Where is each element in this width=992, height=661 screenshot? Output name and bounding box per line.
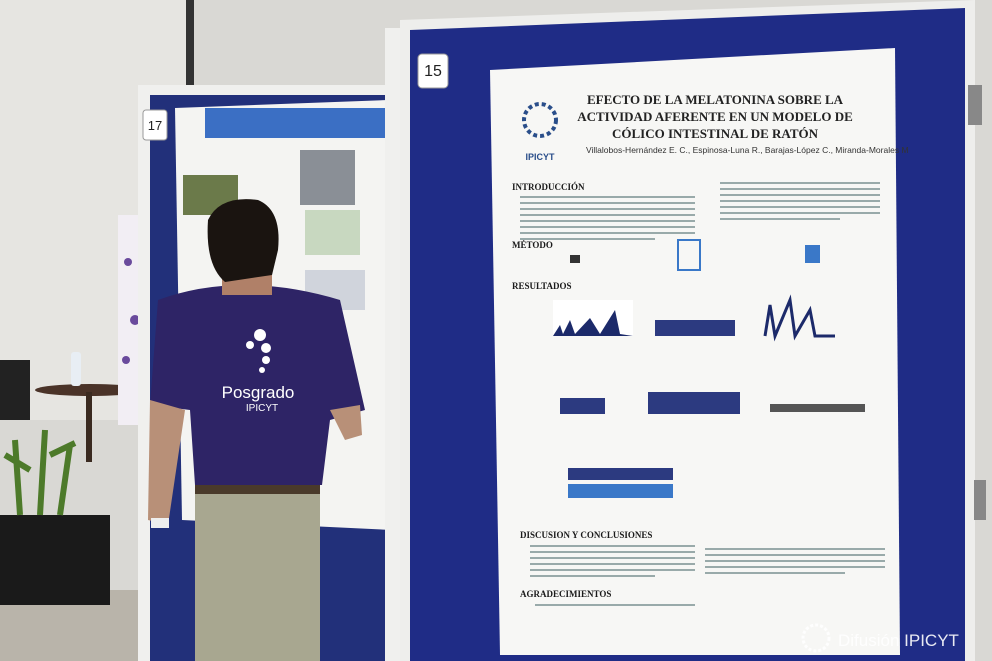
pants	[195, 470, 320, 661]
poster-figure	[568, 468, 673, 480]
poster-figure	[570, 255, 580, 263]
poster-section-heading: INTRODUCCIÓN	[512, 182, 585, 192]
watermark: Difusión IPICYT	[838, 631, 959, 650]
clip	[974, 480, 986, 520]
shirt-logo-dot	[259, 367, 265, 373]
poster-body-line	[520, 226, 695, 228]
poster-body-line	[530, 569, 695, 571]
banner-dot	[130, 315, 140, 325]
shirt-logo-dot	[246, 341, 254, 349]
clip	[968, 85, 982, 125]
poster-body-line	[720, 182, 880, 184]
poster-logo-mark	[522, 102, 558, 138]
poster-body-line	[520, 238, 655, 240]
poster-figure-trace	[763, 294, 835, 342]
poster-body-line	[530, 545, 695, 547]
poster-body-line	[520, 214, 695, 216]
poster-body-line	[720, 206, 880, 208]
poster-body-line	[530, 557, 695, 559]
poster-title: CÓLICO INTESTINAL DE RATÓN	[612, 126, 819, 141]
table	[35, 384, 145, 396]
poster-left-header	[205, 108, 385, 138]
poster-text: EFECTO DE LA MELATONINA SOBRE LA ACTIVIDA…	[512, 92, 909, 606]
pillar	[186, 0, 194, 90]
watermark-logo	[801, 623, 831, 653]
shirt-text: Posgrado	[222, 383, 295, 402]
poster-body-line	[705, 560, 885, 562]
poster-figure	[568, 484, 673, 498]
poster-section-heading: RESULTADOS	[512, 281, 572, 291]
poster-figure	[560, 398, 605, 414]
poster-section-heading: MÉTODO	[512, 240, 553, 250]
poster-body-line	[720, 218, 840, 220]
poster-body-line	[720, 212, 880, 214]
arm	[148, 400, 185, 525]
poster	[490, 48, 900, 655]
bottle	[71, 352, 81, 386]
poster-figure	[677, 239, 701, 271]
board-number: 17	[148, 118, 162, 133]
poster-section-heading: DISCUSION Y CONCLUSIONES	[520, 530, 652, 540]
poster-body-line	[530, 575, 655, 577]
poster-body-line	[705, 572, 845, 574]
poster-body-line	[520, 232, 695, 234]
shirt-logo-dot	[262, 356, 270, 364]
board-number-tag	[142, 109, 168, 141]
poster-left-figure	[300, 150, 355, 205]
poster-figure	[655, 320, 735, 336]
poster-body-line	[705, 548, 885, 550]
hair	[207, 199, 279, 282]
table-leg	[86, 392, 92, 462]
poster-body-line	[520, 208, 695, 210]
poster-body-line	[535, 604, 695, 606]
banner-dot	[122, 356, 130, 364]
poster-body-line	[705, 554, 885, 556]
poster-body-line	[720, 200, 880, 202]
board-number-tag	[417, 53, 449, 89]
banner-dot	[124, 258, 132, 266]
poster-body-line	[720, 188, 880, 190]
poster-title: ACTIVIDAD AFERENTE EN UN MODELO DE	[577, 109, 853, 124]
poster-body-line	[520, 220, 695, 222]
shirt	[150, 285, 365, 485]
poster-body-line	[720, 194, 880, 196]
planter	[0, 515, 110, 605]
poster-section-heading: AGRADECIMIENTOS	[520, 589, 611, 599]
poster-body-line	[530, 551, 695, 553]
arm	[330, 405, 362, 440]
shirt-text: IPICYT	[246, 403, 278, 414]
chair	[0, 360, 30, 420]
poster-title: EFECTO DE LA MELATONINA SOBRE LA	[587, 92, 844, 107]
watch	[151, 518, 169, 528]
poster-body-line	[520, 202, 695, 204]
plant	[3, 429, 77, 516]
poster-logo: IPICYT	[525, 152, 555, 162]
poster-figure	[805, 245, 820, 263]
poster-figure	[648, 392, 740, 414]
poster-body-line	[520, 196, 695, 198]
poster-left-figure	[305, 210, 360, 255]
shirt-logo-dot	[254, 329, 266, 341]
poster-figure	[770, 404, 865, 412]
board-number: 15	[424, 63, 442, 80]
poster-body-line	[530, 563, 695, 565]
poster-authors: Villalobos-Hernández E. C., Espinosa-Lun…	[586, 145, 909, 155]
poster-body-line	[705, 566, 885, 568]
shirt-logo-dot	[261, 343, 271, 353]
poster-figure-trace	[553, 310, 633, 336]
